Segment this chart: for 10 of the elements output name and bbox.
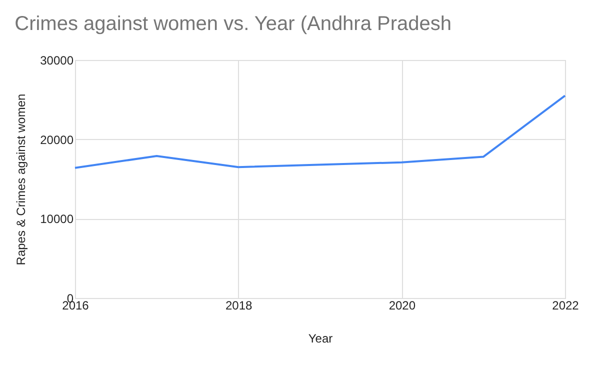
y-tick-label: 10000 <box>40 212 74 226</box>
x-tick-label: 2020 <box>388 298 416 312</box>
x-axis-title: Year <box>308 332 333 346</box>
line-series <box>74 94 566 169</box>
y-tick-label: 30000 <box>40 54 74 68</box>
y-axis-title: Rapes & Crimes against women <box>14 94 28 266</box>
x-tick-label: 2018 <box>225 298 253 312</box>
x-tick-label: 2022 <box>552 298 580 312</box>
y-tick-label: 20000 <box>40 132 74 147</box>
chart-title: Crimes against women vs. Year (Andhra Pradesh <box>14 13 452 35</box>
